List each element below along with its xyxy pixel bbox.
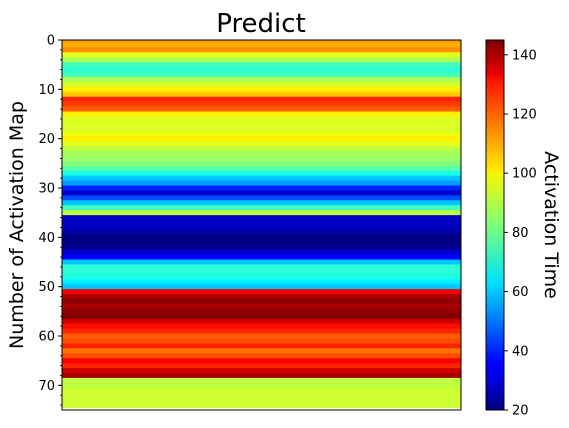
heatmap-row: [62, 180, 461, 187]
heatmap-row: [62, 338, 461, 344]
heatmap-row: [62, 160, 461, 167]
heatmap-row: [62, 299, 461, 305]
heatmap-row: [62, 353, 461, 359]
heatmap-row: [62, 328, 461, 335]
heatmap-row: [62, 151, 461, 157]
heatmap-row: [62, 141, 461, 147]
heatmap-row: [62, 72, 461, 78]
heatmap-row: [62, 392, 461, 399]
heatmap-row: [62, 284, 461, 290]
y-axis-ticks: 0 10 20 30 40 50 60 70: [38, 34, 62, 406]
colorbar-tick-label: 20: [512, 404, 529, 419]
heatmap-row: [62, 42, 461, 48]
heatmap-row: [62, 259, 461, 266]
heatmap-rows: [62, 40, 461, 409]
heatmap-row: [62, 234, 461, 241]
colorbar-tick-label: 80: [512, 226, 529, 241]
heatmap-row: [62, 96, 461, 103]
heatmap-row: [62, 185, 461, 192]
heatmap-row: [62, 303, 461, 310]
heatmap-row: [62, 52, 461, 58]
y-tick-label: 70: [38, 379, 55, 394]
heatmap-row: [62, 294, 461, 300]
colorbar-tick-label: 60: [512, 285, 529, 300]
heatmap-row: [62, 368, 461, 374]
heatmap-row: [62, 358, 461, 364]
y-tick-label: 60: [38, 330, 55, 345]
heatmap-row: [62, 225, 461, 231]
heatmap-row: [62, 155, 461, 162]
heatmap-row: [62, 249, 461, 256]
heatmap-row: [62, 264, 461, 270]
heatmap-row: [62, 402, 461, 409]
heatmap-row: [62, 269, 461, 275]
heatmap-row: [62, 116, 461, 122]
heatmap-row: [62, 175, 461, 182]
heatmap-row: [62, 62, 461, 68]
heatmap-row: [62, 205, 461, 211]
heatmap-row: [62, 215, 461, 221]
y-tick-label: 0: [47, 34, 55, 49]
heatmap-row: [62, 40, 461, 44]
heatmap-row: [62, 200, 461, 206]
heatmap-row: [62, 348, 461, 354]
colorbar: [485, 39, 505, 411]
y-tick-label: 20: [38, 132, 55, 147]
y-tick-label: 30: [38, 182, 55, 197]
heatmap-row: [62, 377, 461, 384]
heatmap-row: [62, 279, 461, 285]
heatmap-row: [62, 106, 461, 113]
heatmap-row: [62, 136, 461, 142]
colorbar-ticks: 20 40 60 80 100 120 140: [504, 48, 537, 419]
heatmap-row: [62, 195, 461, 201]
heatmap-row: [62, 101, 461, 108]
colorbar-label: Activation Time: [540, 151, 562, 299]
heatmap-row: [62, 373, 461, 379]
colorbar-tick-label: 140: [512, 48, 537, 63]
heatmap-row: [62, 126, 461, 132]
heatmap-row: [62, 239, 461, 246]
heatmap-row: [62, 165, 461, 172]
heatmap-row: [62, 210, 461, 216]
chart-title: Predict: [216, 9, 306, 39]
colorbar-tick-label: 120: [512, 108, 537, 123]
y-tick-label: 10: [38, 83, 55, 98]
y-tick-label: 40: [38, 231, 55, 246]
heatmap-row: [62, 313, 461, 320]
heatmap-row: [62, 382, 461, 389]
heatmap-row: [62, 111, 461, 118]
heatmap-row: [62, 190, 461, 196]
plot-frame: [61, 39, 462, 411]
heatmap-row: [62, 170, 461, 177]
heatmap-row: [62, 363, 461, 369]
heatmap-row: [62, 86, 461, 93]
heatmap-row: [62, 47, 461, 53]
heatmap-row: [62, 57, 461, 63]
heatmap-row: [62, 131, 461, 137]
heatmap-row: [62, 121, 461, 127]
heatmap-row: [62, 220, 461, 226]
heatmap-row: [62, 318, 461, 325]
heatmap-row: [62, 77, 461, 83]
heatmap-row: [62, 67, 461, 73]
heatmap-row: [62, 229, 461, 236]
heatmap-row: [62, 333, 461, 340]
y-tick-label: 50: [38, 280, 55, 295]
heatmap-row: [62, 81, 461, 88]
heatmap-row: [62, 254, 461, 261]
heatmap-row: [62, 274, 461, 280]
heatmap-row: [62, 323, 461, 330]
colorbar-tick-label: 40: [512, 344, 529, 359]
heatmap-row: [62, 397, 461, 404]
y-axis-label: Number of Activation Map: [6, 101, 28, 349]
heatmap-row: [62, 91, 461, 98]
heatmap-row: [62, 244, 461, 251]
heatmap-row: [62, 343, 461, 349]
heatmap-row: [62, 146, 461, 152]
heatmap-row: [62, 308, 461, 315]
heatmap-row: [62, 387, 461, 394]
colorbar-tick-label: 100: [512, 167, 537, 182]
heatmap-row: [62, 289, 461, 295]
